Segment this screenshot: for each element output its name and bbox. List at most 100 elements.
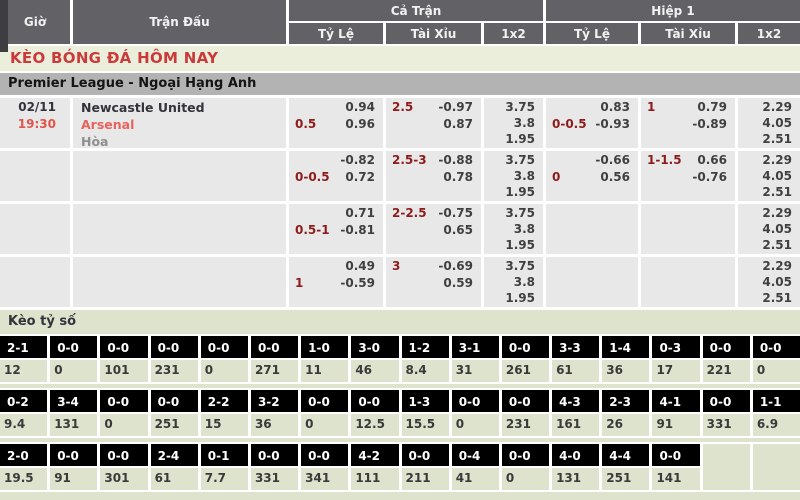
score-label: 1-4 [602,336,650,360]
score-cell[interactable]: 4-1 91 [652,390,700,436]
score-odds: 46 [355,363,373,377]
score-cell[interactable]: 3-2 36 [250,390,299,436]
score-cell[interactable]: 1-0 11 [301,336,349,382]
cell-h1-1x2[interactable]: 2.29 4.05 2.51 [738,151,800,201]
score-cell[interactable]: 0-0 271 [250,336,299,382]
score-cell[interactable]: 0-0 0 [301,390,349,436]
cell-ft-overunder[interactable]: 2.5-3 -0.88 0.78 [386,151,481,201]
score-cell[interactable]: 2-4 61 [150,444,198,490]
cell-ft-1x2[interactable]: 3.75 3.8 1.95 [484,204,543,254]
score-cell[interactable]: 0-0 0 [100,390,148,436]
cell-ft-overunder[interactable]: 3 -0.69 0.59 [386,257,481,307]
score-cell[interactable]: 0-0 0 [752,336,800,382]
odds-value: 0.79 [697,100,727,114]
cell-ft-overunder[interactable]: 2-2.5 -0.75 0.65 [386,204,481,254]
score-band: 2-1 12 0-0 0 0-0 101 0-0 231 0-0 0 0-0 271 1-0 11 3-0 4… [0,334,800,384]
score-odds: 131 [54,417,80,431]
cell-h1-overunder[interactable]: 1-1.5 0.66 -0.76 [641,151,735,201]
score-cell[interactable]: 0-0 0 [451,390,499,436]
score-cell[interactable]: 4-4 251 [602,444,650,490]
score-cell[interactable]: 0-0 251 [150,390,198,436]
score-cell[interactable]: 1-1 6.9 [752,390,800,436]
score-cell[interactable]: 0-0 101 [100,336,148,382]
score-cell[interactable]: 0-0 12.5 [351,390,399,436]
score-cell[interactable]: 3-1 31 [451,336,499,382]
score-cell[interactable]: 0-0 331 [250,444,299,490]
score-odds: 231 [154,363,180,377]
score-cell[interactable]: 0-0 231 [501,390,550,436]
cell-match: Newcastle United Arsenal Hòa [73,98,286,148]
score-cell[interactable]: 2-3 26 [602,390,650,436]
score-odds: 0 [756,363,766,377]
odds-value: 2.29 [762,100,792,114]
handicap-line: 0-0.5 [295,170,330,184]
score-cell[interactable]: 0-2 9.4 [0,390,48,436]
score-cell[interactable]: 0-0 141 [652,444,700,490]
score-odds: 251 [606,471,632,485]
cell-h1-1x2[interactable]: 2.29 4.05 2.51 [738,204,800,254]
odds-line: 0.5 0.96 [289,116,383,133]
score-cell[interactable]: 1-2 8.4 [401,336,449,382]
score-cell[interactable]: 2-0 19.5 [0,444,48,490]
odds-line: 0 0.56 [546,169,638,186]
cell-ft-1x2[interactable]: 3.75 3.8 1.95 [484,98,543,148]
score-cell[interactable]: 0-0 331 [702,390,750,436]
cell-h1-handicap[interactable]: 0.83 0-0.5 -0.93 [546,98,638,148]
score-cell[interactable]: 1-3 15.5 [401,390,449,436]
odds-value: 2.29 [762,259,792,273]
cell-ft-handicap[interactable]: 0.94 0.5 0.96 [289,98,383,148]
odds-value: 0.66 [697,153,727,167]
score-odds: 36 [254,417,272,431]
score-label: 1-1 [752,390,800,414]
score-cell[interactable]: 4-0 131 [552,444,600,490]
score-cell[interactable]: 0-3 17 [652,336,700,382]
score-cell[interactable]: 0-0 91 [50,444,98,490]
score-cell[interactable]: 1-4 36 [602,336,650,382]
score-odds: 261 [505,363,531,377]
cell-h1-overunder[interactable]: 1 0.79 -0.89 [641,98,735,148]
cell-h1-1x2[interactable]: 2.29 4.05 2.51 [738,98,800,148]
cell-ft-1x2[interactable]: 3.75 3.8 1.95 [484,257,543,307]
cell-h1-handicap [546,257,638,307]
score-cell[interactable]: 0-0 0 [200,336,248,382]
score-cell[interactable]: 3-0 46 [351,336,399,382]
score-cell[interactable]: 0-4 41 [451,444,499,490]
odds-line: 1-1.5 0.66 [641,152,735,169]
score-cell[interactable]: 3-4 131 [50,390,98,436]
cell-h1-1x2[interactable]: 2.29 4.05 2.51 [738,257,800,307]
score-odds: 19.5 [4,471,34,485]
score-cell[interactable]: 0-0 231 [150,336,198,382]
odds-row: 0.71 0.5-1 -0.81 2-2.5 -0.75 0.65 3.75 3.8 1.95 2… [0,204,800,254]
score-cell[interactable]: 0-0 341 [301,444,349,490]
score-cell[interactable]: 2-2 15 [200,390,248,436]
cell-ft-handicap[interactable]: -0.82 0-0.5 0.72 [289,151,383,201]
score-odds: 91 [656,417,674,431]
cell-h1-handicap[interactable]: -0.66 0 0.56 [546,151,638,201]
score-label: 1-0 [301,336,349,360]
score-cell[interactable]: 0-0 301 [100,444,148,490]
score-cell[interactable]: 0-1 7.7 [200,444,248,490]
cell-ft-overunder[interactable]: 2.5 -0.97 0.87 [386,98,481,148]
score-odds: 12.5 [355,417,385,431]
odds-value: 4.05 [762,275,792,289]
cell-ft-1x2[interactable]: 3.75 3.8 1.95 [484,151,543,201]
score-cell[interactable]: 3-3 61 [552,336,600,382]
score-cell[interactable]: 0-0 261 [501,336,550,382]
cell-ft-handicap[interactable]: 0.49 1 -0.59 [289,257,383,307]
cell-ft-handicap[interactable]: 0.71 0.5-1 -0.81 [289,204,383,254]
score-odds: 6.9 [756,417,779,431]
score-section-title: Kèo tỷ số [8,314,77,329]
odds-value: 3.8 [513,169,535,183]
odds-value: 2.51 [762,238,792,252]
header-ft-ty-le: Tỷ Lệ [289,23,383,44]
score-cell[interactable]: 4-2 111 [351,444,399,490]
score-cell[interactable]: 4-3 161 [552,390,600,436]
odds-value: 3.8 [513,275,535,289]
score-cell[interactable]: 0-0 221 [702,336,750,382]
score-cell[interactable]: 2-1 12 [0,336,48,382]
score-cell[interactable]: 0-0 0 [50,336,98,382]
score-cell[interactable]: 0-0 0 [501,444,550,490]
odds-value: 2.51 [762,291,792,305]
score-cell[interactable]: 0-0 211 [401,444,449,490]
